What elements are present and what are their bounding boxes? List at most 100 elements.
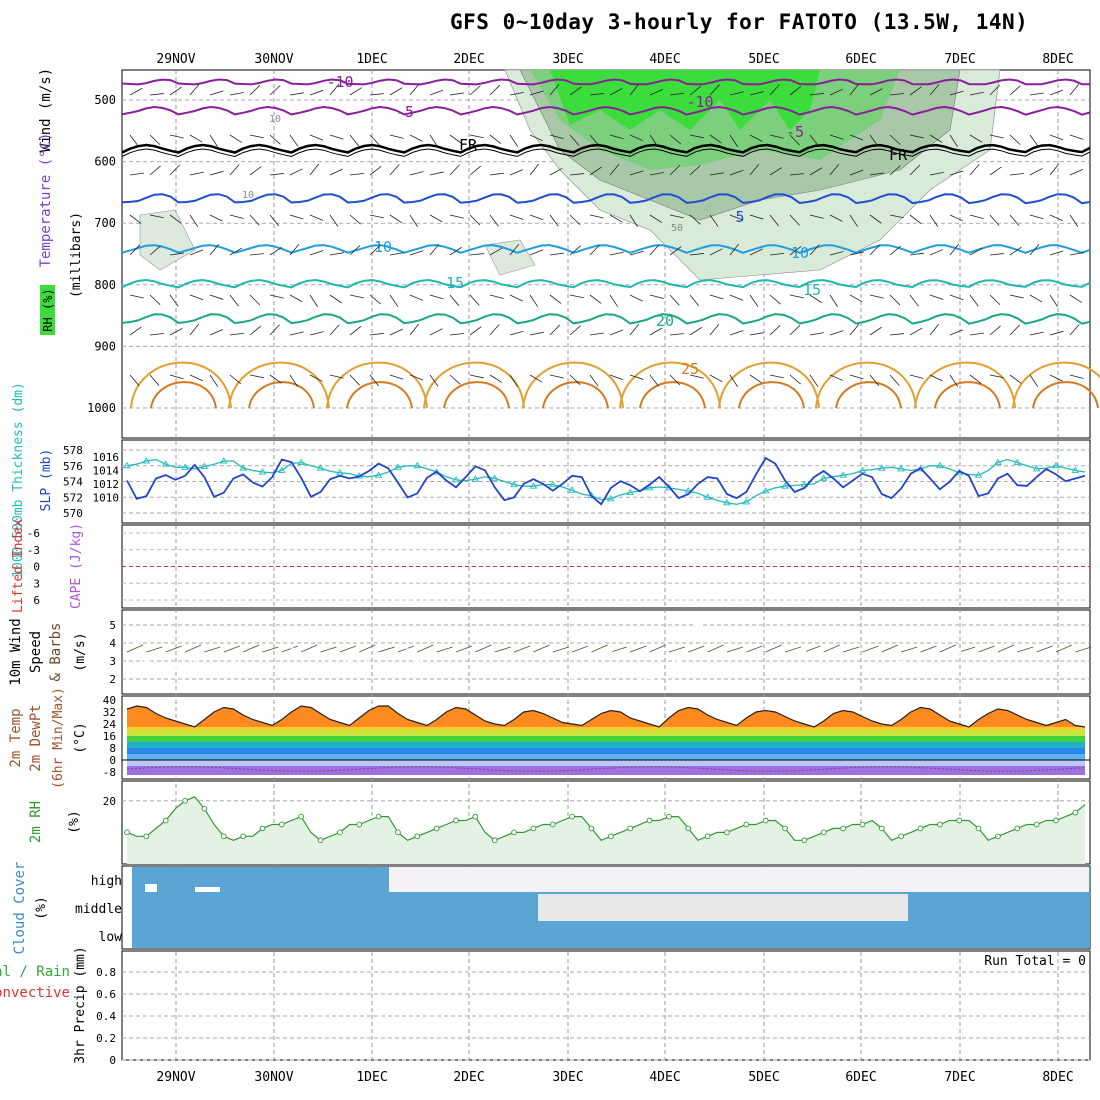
contour-label: 20: [656, 312, 674, 330]
wind-barb: [1049, 134, 1064, 141]
cloud-gap: [145, 884, 157, 892]
wind-barb: [229, 164, 240, 176]
wind-barb: [369, 294, 381, 305]
wind-barb: [949, 329, 964, 336]
wind-barb: [1049, 374, 1063, 382]
rh2m-point: [162, 817, 169, 824]
wind-barb: [349, 245, 361, 256]
wind-barb: [129, 87, 143, 96]
wind-barb: [969, 374, 982, 384]
thickness-tick: 578: [63, 444, 83, 457]
wind-barb: [269, 173, 284, 176]
wind10-point: [250, 662, 255, 667]
wind-barb: [929, 171, 944, 176]
contour-label: -10: [686, 93, 713, 111]
wind-barb: [649, 89, 663, 96]
wind-barb: [509, 91, 524, 96]
wind-barb: [389, 134, 404, 139]
wind10-point: [1073, 637, 1078, 642]
wind10-point: [521, 673, 526, 678]
thickness-point: [181, 463, 189, 470]
wind10-barb: [455, 645, 473, 653]
rh2m-point: [356, 821, 363, 828]
wind-barb: [169, 294, 179, 307]
axis-label-3hr-precip: 3hr Precip (mm): [73, 946, 88, 1063]
wind-barb: [329, 214, 339, 227]
wind10-point: [647, 675, 652, 680]
wind-barb: [949, 170, 964, 176]
rh2m-point: [762, 817, 769, 824]
rh2m-point: [317, 837, 324, 844]
isotherm-20: [121, 312, 1091, 325]
wind-barb: [1049, 163, 1060, 176]
wind-barb: [829, 330, 844, 336]
wind10-point: [753, 632, 758, 636]
date-label-bottom: 30NOV: [254, 1070, 293, 1085]
wind-barb: [309, 294, 318, 307]
rh2m-point: [724, 829, 730, 836]
wind-barb: [829, 134, 844, 140]
wind10-barb: [784, 646, 802, 653]
wind-barb: [229, 134, 243, 143]
wind10-barb: [204, 646, 221, 653]
rh-tick: 20: [103, 795, 116, 808]
wind-barb: [769, 84, 780, 96]
rh2m-series-line: [126, 796, 1086, 842]
wind10-barb: [765, 644, 782, 653]
wind-barb: [889, 294, 901, 306]
thickness-point: [142, 457, 151, 464]
precip-tick: 0.6: [96, 988, 116, 1001]
wind-barb: [889, 134, 901, 145]
rh2m-point: [259, 825, 266, 832]
wind-barb: [909, 86, 922, 96]
wind-barb: [489, 172, 504, 176]
contour-label: 5: [735, 208, 744, 226]
temp-tick: -8: [103, 766, 116, 779]
wind10-point: [860, 641, 865, 645]
wind-barb: [329, 134, 344, 140]
wind-barb: [789, 374, 801, 385]
wind-barb: [129, 244, 141, 256]
rh2m-point: [956, 817, 963, 824]
wind10-point: [686, 635, 691, 640]
wind10-point: [666, 671, 671, 676]
wind-barb: [569, 86, 582, 96]
axis-label-barbs: & Barbs: [48, 622, 64, 681]
wind-barb: [289, 92, 304, 96]
rh2m-point: [472, 813, 479, 820]
wind10-point: [947, 630, 952, 635]
wind-barb: [709, 134, 722, 144]
wind-barb: [669, 294, 680, 306]
wind-barb: [329, 294, 342, 304]
rh2m-point: [782, 825, 788, 832]
wind10-point: [802, 650, 807, 654]
wind-barb: [229, 214, 244, 219]
wind10-point: [928, 653, 933, 658]
wind-barb: [929, 134, 943, 143]
isotherm-25: [914, 361, 1016, 409]
wind-barb: [229, 332, 244, 336]
wind-barb: [489, 214, 499, 227]
wind10-point: [773, 632, 778, 636]
wind-barb: [589, 332, 604, 336]
wind-barb: [409, 294, 424, 301]
wind-barb: [1009, 294, 1024, 299]
wind-barb: [629, 250, 644, 256]
wind10-point: [386, 633, 391, 638]
wind10-point: [531, 678, 536, 683]
wind-barb: [589, 374, 599, 387]
wind-barb: [509, 134, 519, 147]
wind10-point: [608, 648, 613, 653]
rh2m-point: [840, 825, 846, 832]
wind-barb: [609, 374, 624, 381]
wind10-barb: [397, 645, 415, 653]
wind-barb: [649, 294, 664, 299]
wind-barb: [689, 214, 701, 225]
wind-barb: [189, 249, 204, 256]
rh2m-point: [530, 825, 537, 832]
axis-label-wind: Wind (m/s): [38, 68, 54, 152]
wind-barb: [789, 246, 802, 256]
thickness-point: [607, 494, 615, 502]
wind10-point: [347, 659, 352, 663]
wind-barb: [269, 374, 282, 384]
